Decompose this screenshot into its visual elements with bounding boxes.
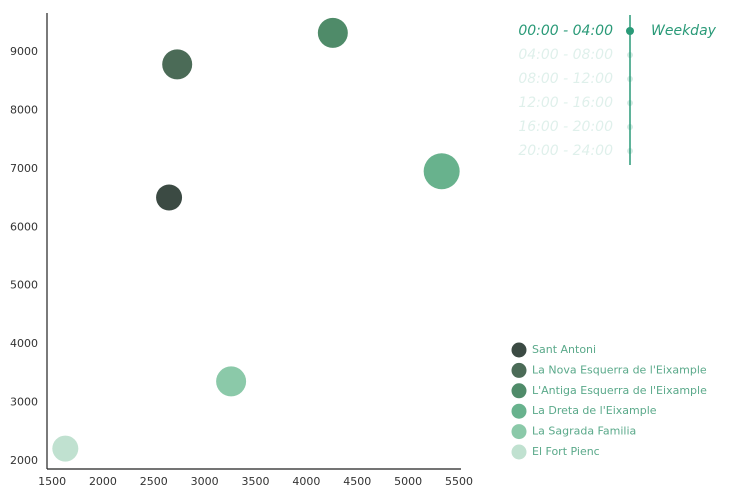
time-option[interactable]: 04:00 - 08:00 [518, 47, 613, 63]
y-tick-label: 3000 [10, 395, 38, 408]
time-dot[interactable] [626, 27, 634, 35]
x-tick-label: 4000 [292, 475, 320, 488]
legend-swatch[interactable] [511, 362, 527, 378]
y-tick-label: 2000 [10, 454, 38, 467]
time-dot[interactable] [627, 124, 633, 130]
time-dot[interactable] [627, 52, 633, 58]
legend-swatch[interactable] [511, 342, 527, 358]
legend-swatch[interactable] [511, 383, 527, 399]
time-dot[interactable] [627, 76, 633, 82]
time-option[interactable]: 20:00 - 24:00 [518, 143, 613, 159]
x-tick-label: 5000 [394, 475, 422, 488]
y-tick-label: 4000 [10, 337, 38, 350]
legend-label[interactable]: La Nova Esquerra de l'Eixample [532, 363, 707, 376]
legend-label[interactable]: La Dreta de l'Eixample [532, 404, 657, 417]
legend-swatch[interactable] [511, 403, 527, 419]
x-tick-label: 3500 [242, 475, 270, 488]
bubble[interactable] [423, 153, 460, 190]
bubble[interactable] [216, 366, 247, 397]
x-tick-label: 3000 [191, 475, 219, 488]
bubble[interactable] [317, 17, 348, 48]
bubble[interactable] [52, 435, 79, 462]
legend-label[interactable]: La Sagrada Familia [532, 425, 636, 438]
legend-swatch[interactable] [511, 424, 527, 440]
x-tick-label: 4500 [343, 475, 371, 488]
time-dot[interactable] [627, 148, 633, 154]
y-tick-label: 6000 [10, 220, 38, 233]
legend-swatch[interactable] [511, 444, 527, 460]
time-option[interactable]: 16:00 - 20:00 [518, 119, 613, 135]
y-tick-label: 5000 [10, 279, 38, 292]
bubble[interactable] [162, 49, 193, 80]
time-dot[interactable] [627, 100, 633, 106]
x-tick-label: 2000 [89, 475, 117, 488]
time-option[interactable]: 00:00 - 04:00 [518, 23, 613, 39]
legend-label[interactable]: Sant Antoni [532, 343, 596, 356]
x-tick-label: 5500 [445, 475, 473, 488]
y-tick-label: 8000 [10, 104, 38, 117]
y-tick-label: 9000 [10, 45, 38, 58]
y-tick-label: 7000 [10, 162, 38, 175]
x-tick-label: 2500 [140, 475, 168, 488]
legend-label[interactable]: L'Antiga Esquerra de l'Eixample [532, 384, 707, 397]
day-type[interactable]: Weekday [651, 23, 717, 39]
time-option[interactable]: 12:00 - 16:00 [518, 95, 613, 111]
legend-label[interactable]: El Fort Pienc [532, 445, 600, 458]
x-tick-label: 1500 [38, 475, 66, 488]
bubble[interactable] [156, 184, 183, 211]
time-option[interactable]: 08:00 - 12:00 [518, 71, 613, 87]
